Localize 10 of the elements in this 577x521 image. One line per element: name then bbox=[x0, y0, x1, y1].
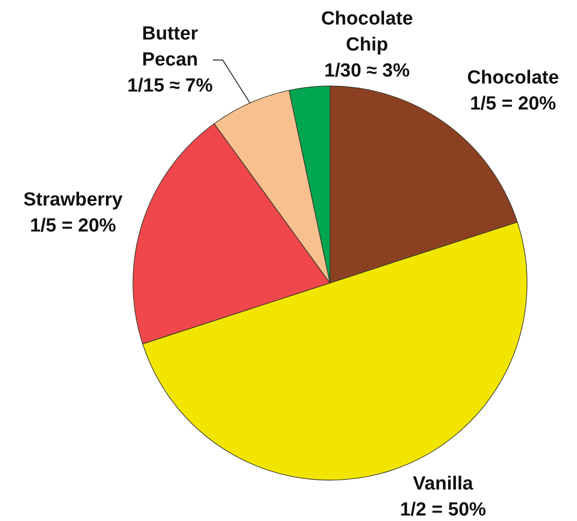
data-label: 1/15 ≈ 7% bbox=[127, 76, 213, 96]
slice-label: Chocolate Chip bbox=[321, 8, 413, 56]
slice-label: Strawberry bbox=[23, 190, 124, 210]
slice-label: Chocolate bbox=[467, 68, 559, 88]
data-label: 1/5 = 20% bbox=[30, 216, 116, 236]
data-label: 1/30 ≈ 3% bbox=[324, 60, 410, 82]
data-label: 1/2 = 50% bbox=[400, 500, 486, 520]
slice-label: Vanilla bbox=[412, 474, 474, 494]
slice-label: Butter Pecan bbox=[142, 24, 199, 70]
data-label: 1/5 = 20% bbox=[470, 94, 556, 114]
